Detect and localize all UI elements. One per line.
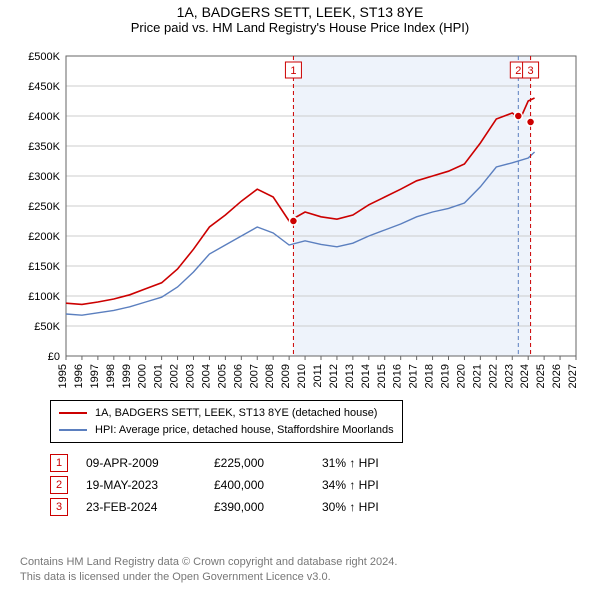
event-date: 09-APR-2009 (86, 456, 196, 470)
svg-text:2015: 2015 (376, 364, 388, 388)
event-row: 3 23-FEB-2024 £390,000 30% ↑ HPI (50, 498, 379, 516)
svg-text:2005: 2005 (216, 364, 228, 388)
events-table: 1 09-APR-2009 £225,000 31% ↑ HPI 2 19-MAY-202… (50, 450, 379, 520)
page-title: 1A, BADGERS SETT, LEEK, ST13 8YE (0, 0, 600, 20)
event-price: £390,000 (214, 500, 304, 514)
svg-text:2010: 2010 (296, 364, 308, 388)
legend-row: 1A, BADGERS SETT, LEEK, ST13 8YE (detach… (59, 405, 394, 422)
svg-text:2027: 2027 (567, 364, 579, 388)
svg-text:2012: 2012 (328, 364, 340, 388)
event-number: 1 (50, 454, 68, 472)
legend-label: HPI: Average price, detached house, Staf… (95, 422, 394, 439)
event-number: 2 (50, 476, 68, 494)
svg-text:2011: 2011 (312, 364, 324, 388)
svg-text:2014: 2014 (360, 364, 372, 388)
legend-row: HPI: Average price, detached house, Staf… (59, 422, 394, 439)
event-pct: 30% ↑ HPI (322, 500, 379, 514)
svg-text:2004: 2004 (200, 364, 212, 388)
svg-text:2008: 2008 (264, 364, 276, 388)
svg-text:2025: 2025 (535, 364, 547, 388)
svg-text:£100K: £100K (28, 291, 60, 303)
event-date: 19-MAY-2023 (86, 478, 196, 492)
svg-text:2023: 2023 (503, 364, 515, 388)
svg-text:3: 3 (528, 65, 534, 77)
svg-text:£50K: £50K (34, 321, 60, 333)
event-date: 23-FEB-2024 (86, 500, 196, 514)
footer-licence: Contains HM Land Registry data © Crown c… (20, 555, 397, 584)
svg-text:2009: 2009 (280, 364, 292, 388)
event-price: £225,000 (214, 456, 304, 470)
svg-text:£200K: £200K (28, 231, 60, 243)
svg-text:1999: 1999 (121, 364, 133, 388)
legend-label: 1A, BADGERS SETT, LEEK, ST13 8YE (detach… (95, 405, 377, 422)
svg-text:£150K: £150K (28, 261, 60, 273)
svg-text:2000: 2000 (137, 364, 149, 388)
event-pct: 31% ↑ HPI (322, 456, 379, 470)
footer-line-1: Contains HM Land Registry data © Crown c… (20, 555, 397, 569)
svg-text:1997: 1997 (89, 364, 101, 388)
svg-text:2016: 2016 (392, 364, 404, 388)
event-price: £400,000 (214, 478, 304, 492)
svg-text:2006: 2006 (232, 364, 244, 388)
svg-text:2024: 2024 (519, 364, 531, 388)
svg-text:2002: 2002 (169, 364, 181, 388)
svg-text:2007: 2007 (248, 364, 260, 388)
event-pct: 34% ↑ HPI (322, 478, 379, 492)
legend-box: 1A, BADGERS SETT, LEEK, ST13 8YE (detach… (50, 400, 403, 443)
legend-swatch (59, 412, 87, 414)
svg-text:£500K: £500K (28, 51, 60, 63)
svg-text:2019: 2019 (440, 364, 452, 388)
svg-text:2020: 2020 (455, 364, 467, 388)
price-chart: £0 £50K £100K £150K £200K £250K £300K £350K £400… (10, 46, 590, 396)
event-number: 3 (50, 498, 68, 516)
svg-text:1995: 1995 (57, 364, 69, 388)
svg-text:2017: 2017 (408, 364, 420, 388)
svg-text:1: 1 (290, 65, 296, 77)
svg-text:2022: 2022 (487, 364, 499, 388)
svg-text:1996: 1996 (73, 364, 85, 388)
svg-text:£250K: £250K (28, 201, 60, 213)
svg-text:£350K: £350K (28, 141, 60, 153)
svg-text:2013: 2013 (344, 364, 356, 388)
legend-swatch (59, 429, 87, 431)
page-subtitle: Price paid vs. HM Land Registry's House … (0, 20, 600, 35)
svg-text:2001: 2001 (153, 364, 165, 388)
svg-text:£400K: £400K (28, 111, 60, 123)
svg-text:2003: 2003 (185, 364, 197, 388)
svg-text:£300K: £300K (28, 171, 60, 183)
svg-text:2026: 2026 (551, 364, 563, 388)
svg-text:2: 2 (515, 65, 521, 77)
event-row: 2 19-MAY-2023 £400,000 34% ↑ HPI (50, 476, 379, 494)
svg-text:1998: 1998 (105, 364, 117, 388)
footer-line-2: This data is licensed under the Open Gov… (20, 570, 397, 584)
svg-text:2018: 2018 (424, 364, 436, 388)
svg-text:£0: £0 (48, 351, 60, 363)
chart-container: £0 £50K £100K £150K £200K £250K £300K £350K £400… (10, 46, 590, 396)
event-row: 1 09-APR-2009 £225,000 31% ↑ HPI (50, 454, 379, 472)
svg-text:£450K: £450K (28, 81, 60, 93)
svg-text:2021: 2021 (471, 364, 483, 388)
